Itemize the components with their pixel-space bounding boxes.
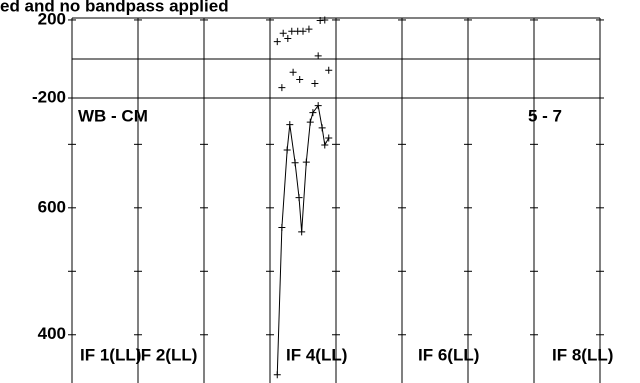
data-point	[325, 134, 333, 142]
data-point	[291, 159, 299, 167]
data-point	[273, 371, 281, 379]
chart-title: ed and no bandpass applied	[0, 0, 229, 15]
if-label: IF 4(LL)	[286, 345, 347, 364]
data-point	[314, 102, 322, 110]
y-tick-label: -200	[32, 87, 66, 106]
data-point	[298, 228, 306, 236]
data-point	[306, 118, 314, 126]
data-point	[321, 141, 329, 149]
data-point	[321, 16, 329, 24]
data-point	[296, 75, 304, 83]
data-line	[276, 104, 330, 375]
data-point	[305, 25, 313, 33]
data-point	[325, 66, 333, 74]
data-point	[302, 158, 310, 166]
data-point	[299, 27, 307, 35]
annotation: WB - CM	[78, 106, 148, 125]
y-tick-label: 200	[38, 9, 66, 28]
data-point	[295, 194, 303, 202]
if-label: IF 8(LL)	[552, 345, 613, 364]
y-tick-label: 600	[38, 197, 66, 216]
if-label: IF 6(LL)	[418, 345, 479, 364]
data-point	[311, 80, 319, 88]
data-point	[318, 124, 326, 132]
data-point	[284, 34, 292, 42]
if-label: IF 1(LL)	[80, 345, 141, 364]
data-point	[278, 223, 286, 231]
data-point	[316, 17, 324, 25]
data-point	[286, 121, 294, 129]
data-point	[289, 68, 297, 76]
data-point	[278, 84, 286, 92]
if-label: IF 2(LL)	[136, 345, 197, 364]
data-point	[314, 52, 322, 60]
data-point	[283, 146, 291, 154]
annotation: 5 - 7	[528, 106, 562, 125]
data-point	[309, 109, 317, 117]
data-point	[288, 27, 296, 35]
data-point	[279, 29, 287, 37]
data-point	[273, 38, 281, 46]
y-tick-label: 400	[38, 324, 66, 343]
